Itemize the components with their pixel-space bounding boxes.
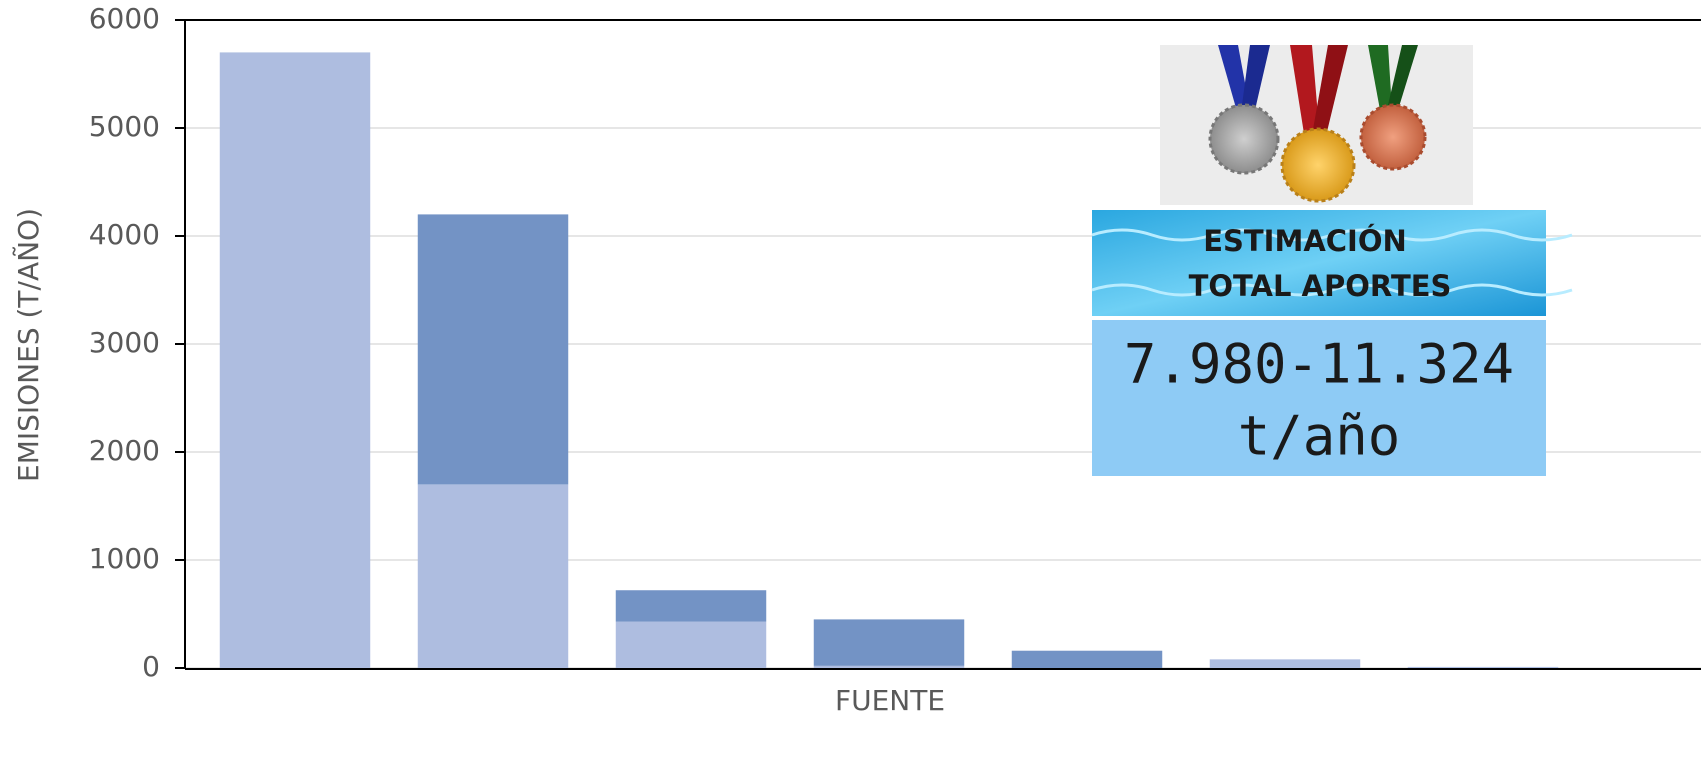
annotation-heading: ESTIMACIÓN — [1203, 224, 1407, 258]
annotation-heading: TOTAL APORTES — [1189, 269, 1452, 303]
bar — [1209, 659, 1361, 668]
y-tick-label: 1000 — [89, 542, 160, 575]
value-box — [1092, 320, 1546, 476]
bar — [1407, 666, 1559, 668]
x-axis-title: FUENTE — [835, 684, 945, 717]
annotation-value: t/año — [1238, 405, 1401, 468]
bar — [417, 214, 569, 485]
bar — [1011, 650, 1163, 668]
bar — [813, 619, 965, 666]
heading-box — [1092, 210, 1546, 316]
bar — [219, 52, 371, 668]
bar — [615, 590, 767, 622]
bar — [417, 484, 569, 668]
y-tick-label: 0 — [142, 650, 160, 683]
y-tick-label: 2000 — [89, 434, 160, 467]
water-pattern — [1091, 228, 1573, 297]
y-tick-label: 4000 — [89, 218, 160, 251]
y-axis-title: EMISIONES (T/AÑO) — [12, 208, 45, 482]
y-tick-label: 3000 — [89, 326, 160, 359]
annotation-value: 7.980-11.324 — [1124, 333, 1514, 396]
y-tick-label: 5000 — [89, 110, 160, 143]
medals-image — [1160, 45, 1473, 205]
bar — [813, 665, 965, 668]
bar — [615, 621, 767, 668]
y-tick-label: 6000 — [89, 2, 160, 35]
